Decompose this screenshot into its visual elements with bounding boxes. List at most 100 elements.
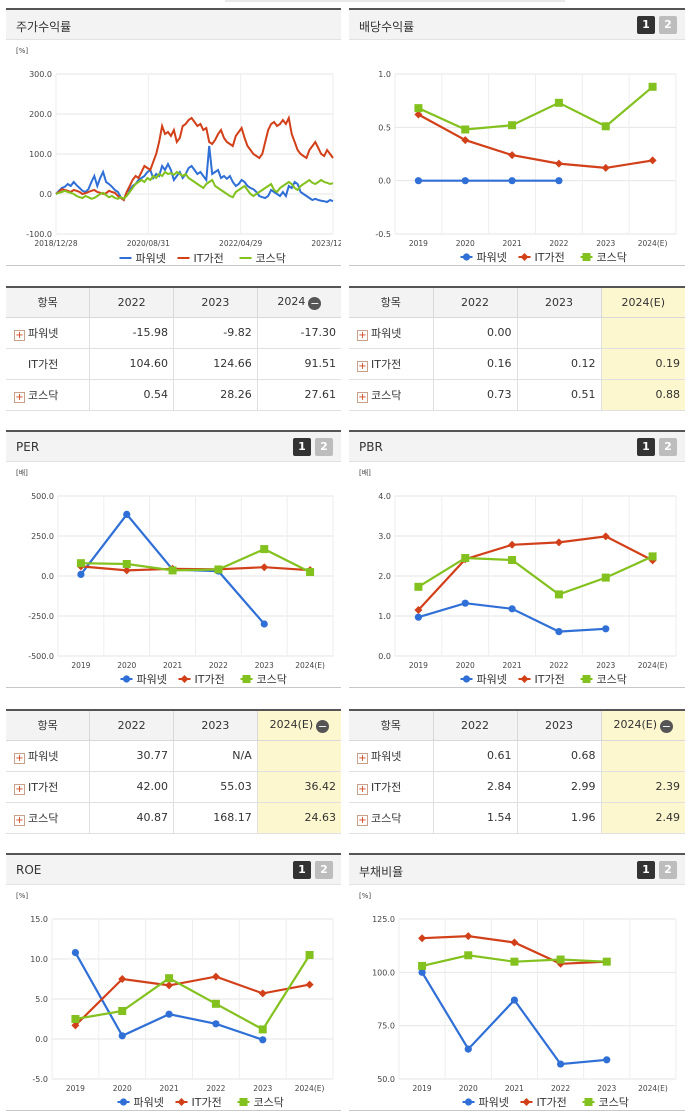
dividend-panel: 배당수익률 1 2 1.0 0.5 0.0 -0.5 2019 2020 2021 2022 2… (349, 8, 685, 266)
row-label: 코스닥 (28, 811, 59, 825)
data-point (122, 560, 131, 568)
data-point (76, 559, 85, 568)
data-point (305, 980, 314, 989)
series-line (55, 170, 334, 201)
column-header: 2024− (256, 287, 341, 318)
data-point (508, 556, 517, 564)
plus-square-icon[interactable]: + (357, 391, 368, 403)
plus-square-icon[interactable]: + (357, 783, 368, 795)
panel-title: PBR (359, 440, 383, 454)
page-1-button[interactable]: 1 (293, 438, 311, 456)
data-point (602, 957, 611, 966)
pbr-panel: PBR 1 2 [배] 4.0 3.0 2.0 1.0 0.0 2019 2020 2021 20… (349, 430, 685, 688)
column-header-label: 항목 (37, 296, 58, 310)
data-point (556, 1060, 565, 1068)
page-2-button[interactable]: 2 (659, 16, 677, 34)
y-tick-label: -100.0 (26, 230, 52, 239)
minus-circle-icon[interactable]: − (660, 719, 674, 733)
page-2-button[interactable]: 2 (659, 861, 677, 879)
column-header: 2024(E) (600, 287, 685, 318)
data-point (414, 606, 423, 614)
value-cell (516, 317, 601, 349)
x-tick-label: 2021 (160, 1084, 179, 1093)
value-cell: 0.61 (432, 740, 517, 772)
per-panel: PER 1 2 [배] 500.0 250.0 0.0 -250.0 -500.0 2019… (6, 430, 341, 688)
plus-square-icon[interactable]: + (357, 752, 368, 764)
page-1-button[interactable]: 1 (637, 16, 655, 34)
data-point (510, 957, 519, 966)
table-header-row: 항목 2022 2023 2024(E) − (349, 710, 685, 741)
data-point (306, 568, 315, 577)
x-tick-label: 2020 (113, 1084, 132, 1093)
pager: 1 2 (637, 438, 677, 456)
page-2-button[interactable]: 2 (659, 438, 677, 456)
value-cell: 168.17 (173, 802, 258, 834)
column-header: 2022 (89, 287, 174, 318)
minus-circle-icon[interactable]: − (308, 296, 322, 310)
debt-ratio-panel: 부채비율 1 2 [%] 125.0 100.0 75.0 50.0 2019 2020 20… (349, 853, 685, 1111)
value-cell: 124.66 (173, 348, 258, 380)
column-header: 2022 (89, 710, 174, 741)
y-tick-label: 4.0 (378, 492, 391, 501)
column-header: 2023 (173, 287, 258, 318)
row-label-cell: + IT가전 (349, 771, 433, 803)
value-cell: 1.54 (432, 802, 517, 834)
column-header-label: 2023 (201, 718, 230, 732)
data-point (508, 605, 516, 613)
x-tick-label: 2022/04/29 (219, 239, 262, 248)
value-cell: 55.03 (173, 771, 258, 803)
x-tick-label: 2019 (409, 239, 428, 248)
plus-square-icon[interactable]: + (14, 391, 25, 403)
plus-square-icon[interactable]: + (14, 814, 25, 826)
data-point (464, 1045, 472, 1053)
page-2-button[interactable]: 2 (315, 438, 333, 456)
value-cell: -9.82 (173, 317, 258, 349)
value-cell: 1.96 (516, 802, 601, 834)
y-tick-label: 0.5 (378, 123, 391, 132)
x-tick-label: 2020 (456, 239, 475, 248)
data-point (556, 955, 565, 964)
plus-square-icon[interactable]: + (14, 329, 25, 341)
value-cell (256, 740, 341, 772)
column-header-label: 2022 (461, 295, 489, 309)
plus-square-icon[interactable]: + (357, 814, 368, 826)
value-cell: 0.88 (600, 379, 685, 411)
value-cell (600, 317, 685, 349)
page-1-button[interactable]: 1 (637, 438, 655, 456)
data-point (602, 625, 610, 633)
column-header: 2022 (432, 710, 517, 741)
plus-square-icon[interactable]: + (357, 329, 368, 341)
page-1-button[interactable]: 1 (293, 861, 311, 879)
column-header: 항목 (349, 710, 433, 741)
page-1-button[interactable]: 1 (637, 861, 655, 879)
column-header-label: 항목 (37, 719, 58, 733)
column-header: 2023 (173, 710, 258, 741)
y-tick-label: 0.0 (41, 572, 54, 581)
column-header-label: 2023 (545, 718, 573, 732)
y-tick-label: 125.0 (372, 915, 395, 924)
x-tick-label: 2024(E) (295, 1084, 325, 1093)
table-row: + 파워넷 0.00 (349, 317, 685, 349)
data-point (554, 538, 563, 547)
y-tick-label: 3.0 (378, 532, 391, 541)
column-header: 2022 (432, 287, 517, 318)
value-cell: -17.30 (256, 317, 341, 349)
column-header-label: 2022 (117, 295, 146, 309)
plus-square-icon[interactable]: + (14, 752, 25, 764)
pbr-chart: [배] 4.0 3.0 2.0 1.0 0.0 2019 2020 2021 2022 2023 20… (359, 468, 677, 686)
data-point (554, 590, 563, 599)
series-line (417, 85, 654, 131)
row-label: 파워넷 (28, 749, 59, 763)
series-line (417, 113, 653, 170)
table-row: + 파워넷 30.77 N/A (6, 740, 341, 772)
row-label-cell: + IT가전 (349, 348, 433, 380)
value-cell: 2.84 (432, 771, 517, 803)
value-cell: 36.42 (256, 771, 341, 803)
minus-circle-icon[interactable]: − (316, 719, 330, 733)
page-2-button[interactable]: 2 (315, 861, 333, 879)
legend-label: 파워넷 (479, 1096, 509, 1109)
plus-square-icon[interactable]: + (14, 783, 25, 795)
table-row: + 코스닥 0.54 28.26 27.61 (6, 379, 341, 411)
plus-square-icon[interactable]: + (357, 360, 368, 372)
data-point (414, 582, 423, 591)
